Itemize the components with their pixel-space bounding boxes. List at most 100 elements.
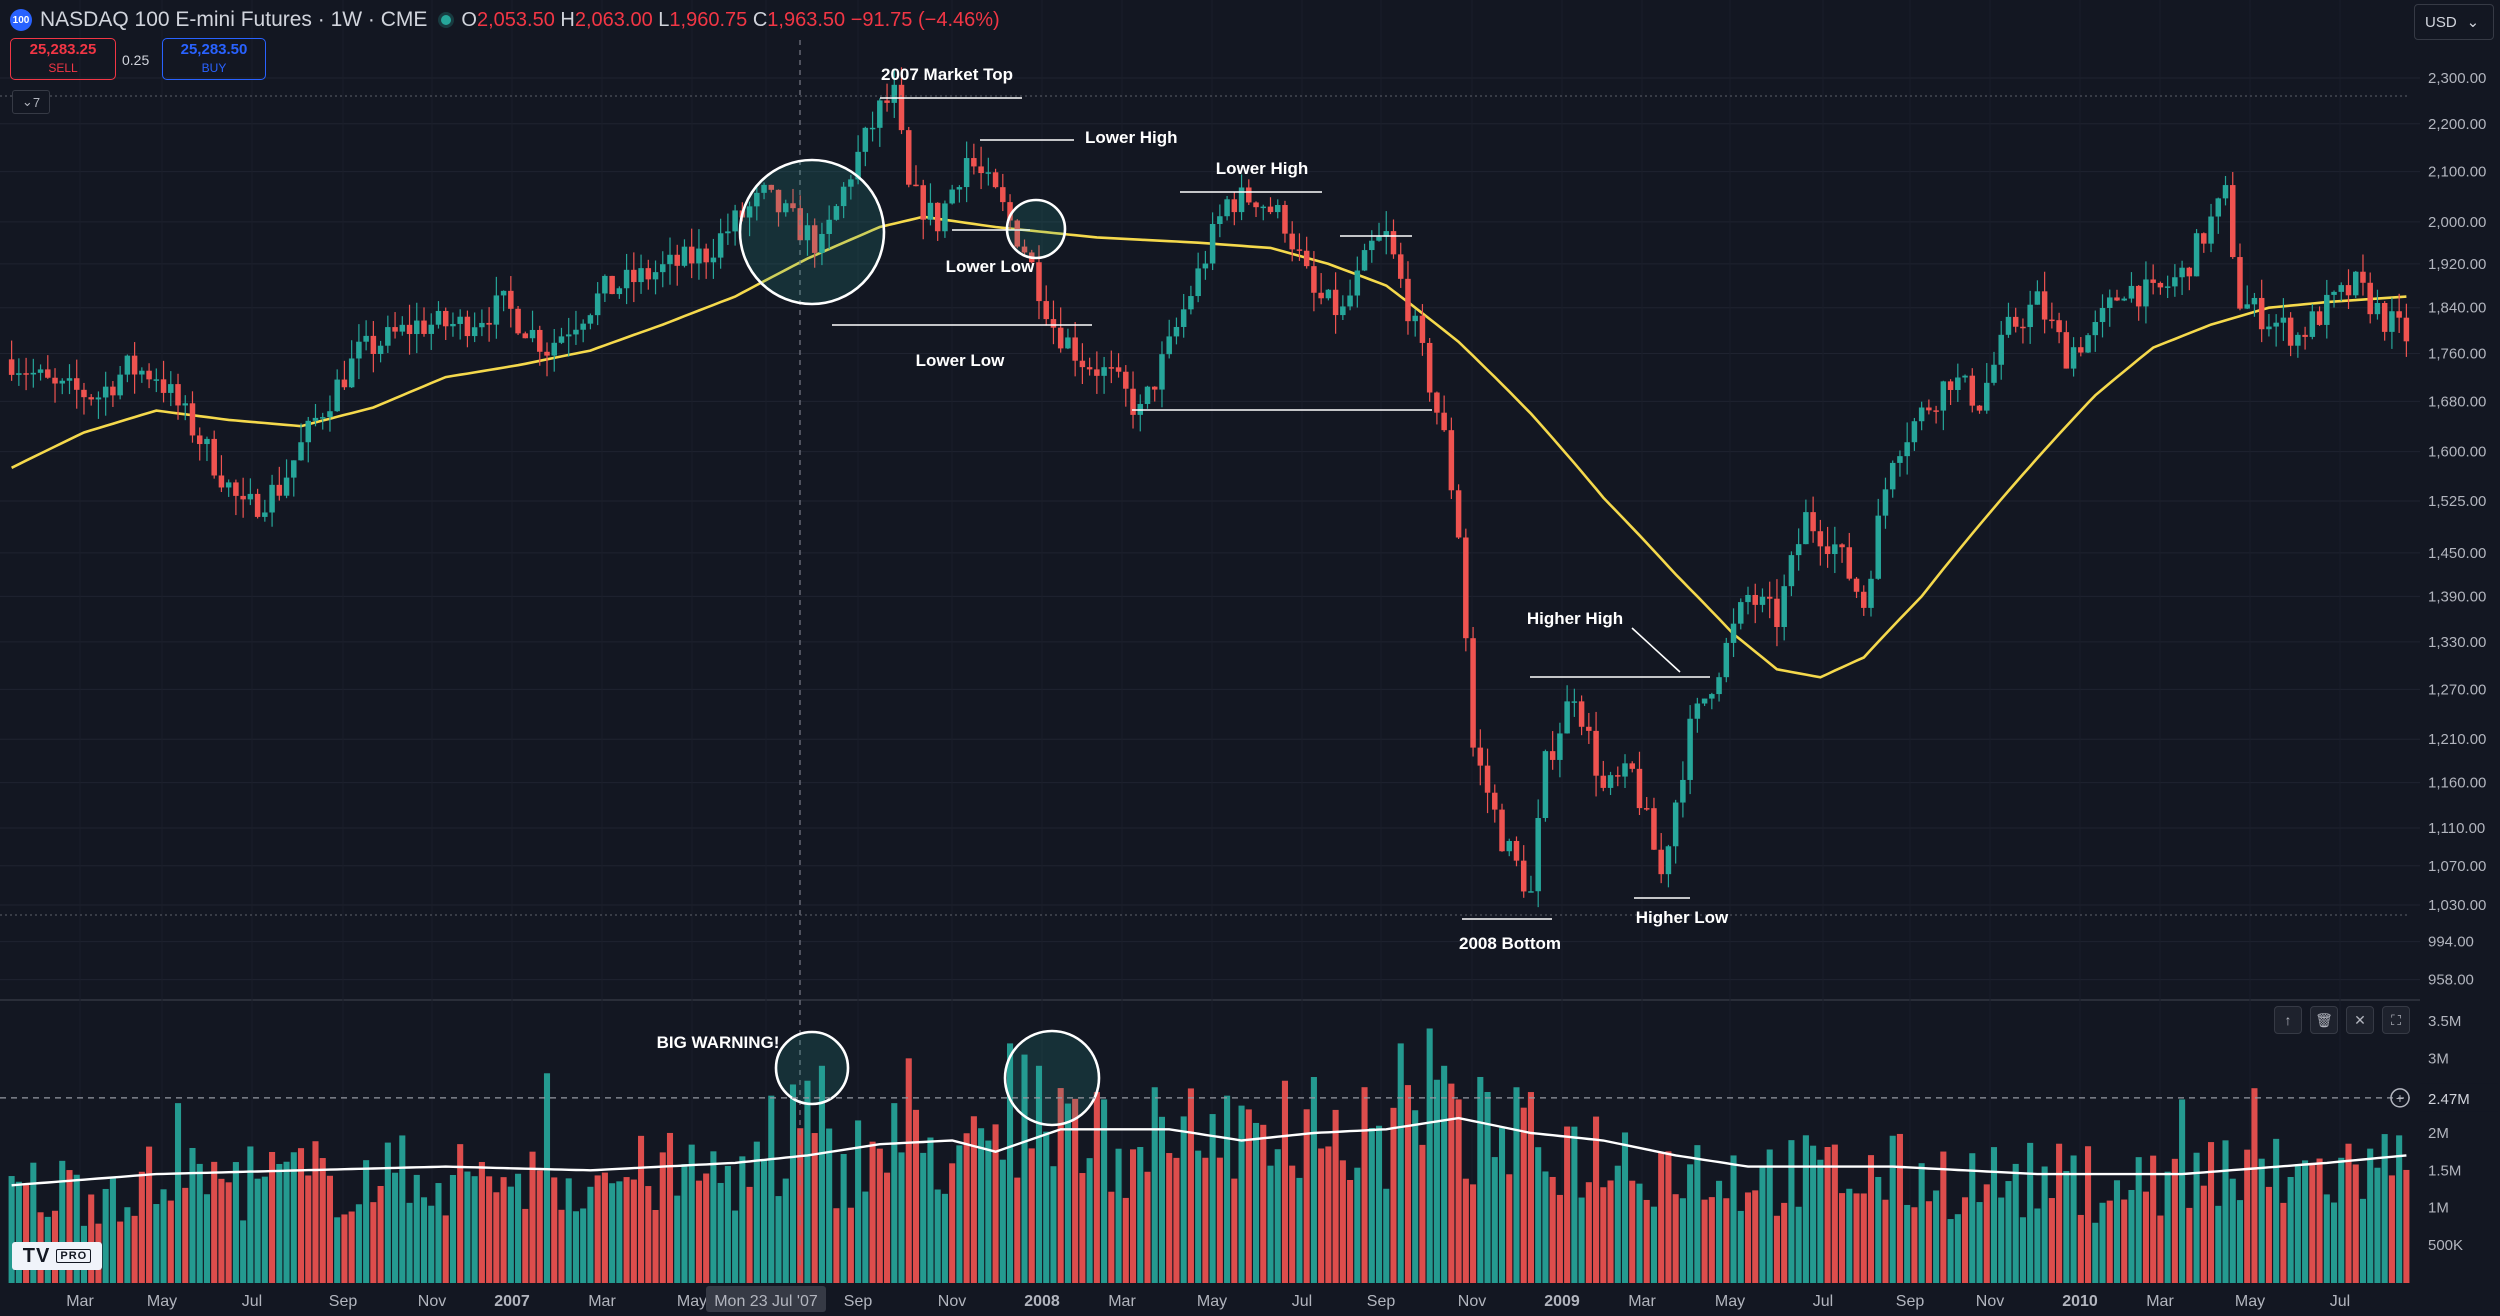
candle-body: [1745, 594, 1751, 603]
volume-marker-bg: [2420, 1083, 2498, 1112]
candle-body: [464, 316, 471, 337]
annotation-label: Lower Low: [946, 257, 1036, 276]
candle-body: [1484, 765, 1491, 793]
candle-body: [1361, 250, 1368, 271]
volume-bar: [2085, 1146, 2092, 1283]
candle-body: [435, 310, 442, 325]
volume-bar: [1614, 1165, 1621, 1283]
price-tick-label: 1,160.00: [2428, 775, 2486, 792]
sell-button[interactable]: 25,283.25 SELL: [10, 38, 116, 80]
candle-body: [1036, 262, 1042, 302]
candle-body: [949, 189, 955, 204]
candle-body: [486, 322, 492, 325]
candle-body: [1463, 537, 1469, 639]
volume-bar: [1180, 1116, 1187, 1283]
trash-icon[interactable]: 🗑: [2310, 1006, 2338, 1034]
volume-bar: [1281, 1080, 1289, 1283]
arrow-up-icon[interactable]: ↑: [2274, 1006, 2302, 1034]
volume-bar: [1904, 1204, 1911, 1283]
volume-bar: [978, 1128, 985, 1283]
volume-bar: [2034, 1208, 2041, 1283]
volume-bar: [276, 1164, 283, 1283]
volume-bar: [920, 1152, 927, 1283]
volume-bar: [138, 1171, 145, 1283]
volume-bar: [1274, 1149, 1281, 1283]
candle-body: [1709, 694, 1715, 699]
time-tick-label: Sep: [329, 1293, 358, 1310]
candle-body: [1303, 250, 1310, 267]
volume-bar: [319, 1158, 326, 1283]
volume-bar: [609, 1183, 616, 1283]
symbol-title[interactable]: NASDAQ 100 E-mini Futures · 1W · CME: [40, 8, 428, 31]
candle-body: [1716, 677, 1722, 695]
currency-select[interactable]: USD ⌄: [2414, 4, 2494, 40]
warning-circle-price: [738, 158, 886, 306]
volume-bar: [1354, 1167, 1361, 1283]
volume-bar: [674, 1195, 681, 1283]
volume-bar: [1158, 1116, 1166, 1283]
volume-bar: [1542, 1171, 1549, 1283]
candle-body: [681, 246, 688, 266]
candle-body: [971, 158, 977, 167]
volume-bar: [1947, 1219, 1954, 1283]
candle-body: [942, 203, 948, 232]
candle-body: [754, 192, 760, 207]
candle-body: [2128, 285, 2135, 299]
candle-body: [1477, 747, 1484, 766]
volume-bar: [124, 1207, 131, 1283]
candle-body: [732, 210, 738, 232]
candle-body: [2092, 322, 2099, 336]
candle-body: [783, 203, 789, 213]
candle-body: [124, 355, 131, 375]
candle-body: [1687, 718, 1693, 780]
candle-body: [457, 316, 463, 324]
volume-bar: [1144, 1171, 1151, 1283]
time-tick-label: Jul: [242, 1293, 262, 1310]
annotation-label: BIG WARNING!: [657, 1033, 780, 1052]
collapse-icon[interactable]: ✕: [2346, 1006, 2374, 1034]
volume-bar: [688, 1144, 695, 1283]
price-tick-label: 1,330.00: [2428, 634, 2486, 651]
candle-body: [2237, 257, 2243, 309]
buy-button[interactable]: 25,283.50 BUY: [162, 38, 266, 80]
volume-bar: [2012, 1163, 2019, 1283]
candle-body: [927, 202, 934, 220]
candle-body: [2396, 311, 2402, 318]
candle-body: [1665, 846, 1672, 875]
candle-body: [623, 269, 630, 289]
candle-body: [1882, 489, 1889, 516]
candle-body: [1759, 596, 1766, 605]
candle-body: [1549, 751, 1556, 760]
candle-body: [1962, 375, 1968, 378]
volume-bar: [761, 1159, 768, 1283]
volume-bar: [1744, 1192, 1752, 1283]
candle-body: [594, 293, 601, 316]
candle-body: [1021, 246, 1028, 253]
volume-bar: [1187, 1088, 1194, 1283]
candle-body: [102, 386, 109, 398]
volume-bar: [1245, 1109, 1252, 1283]
volume-bar: [1361, 1087, 1368, 1283]
candle-body: [2179, 267, 2185, 278]
candle-body: [1730, 623, 1737, 643]
volume-bar: [782, 1178, 789, 1283]
candle-body: [768, 184, 775, 190]
candle-body: [1332, 289, 1339, 316]
maximize-icon[interactable]: ⛶: [2382, 1006, 2410, 1034]
price-tick-label: 1,210.00: [2428, 731, 2486, 748]
indicators-toggle[interactable]: ⌄ 7: [12, 90, 50, 114]
volume-bar: [363, 1160, 370, 1283]
volume-bar: [174, 1103, 182, 1283]
tradingview-logo[interactable]: TV PRO: [12, 1242, 102, 1270]
candle-body: [2143, 279, 2149, 307]
candle-body: [2056, 320, 2062, 333]
candle-body: [341, 379, 348, 388]
volume-bar: [2179, 1099, 2186, 1283]
candle-body: [869, 127, 876, 130]
volume-bar: [261, 1176, 268, 1283]
volume-bar: [269, 1151, 276, 1283]
market-status-icon: [441, 15, 452, 25]
candle-body: [1000, 187, 1006, 203]
volume-bar: [2186, 1207, 2193, 1283]
